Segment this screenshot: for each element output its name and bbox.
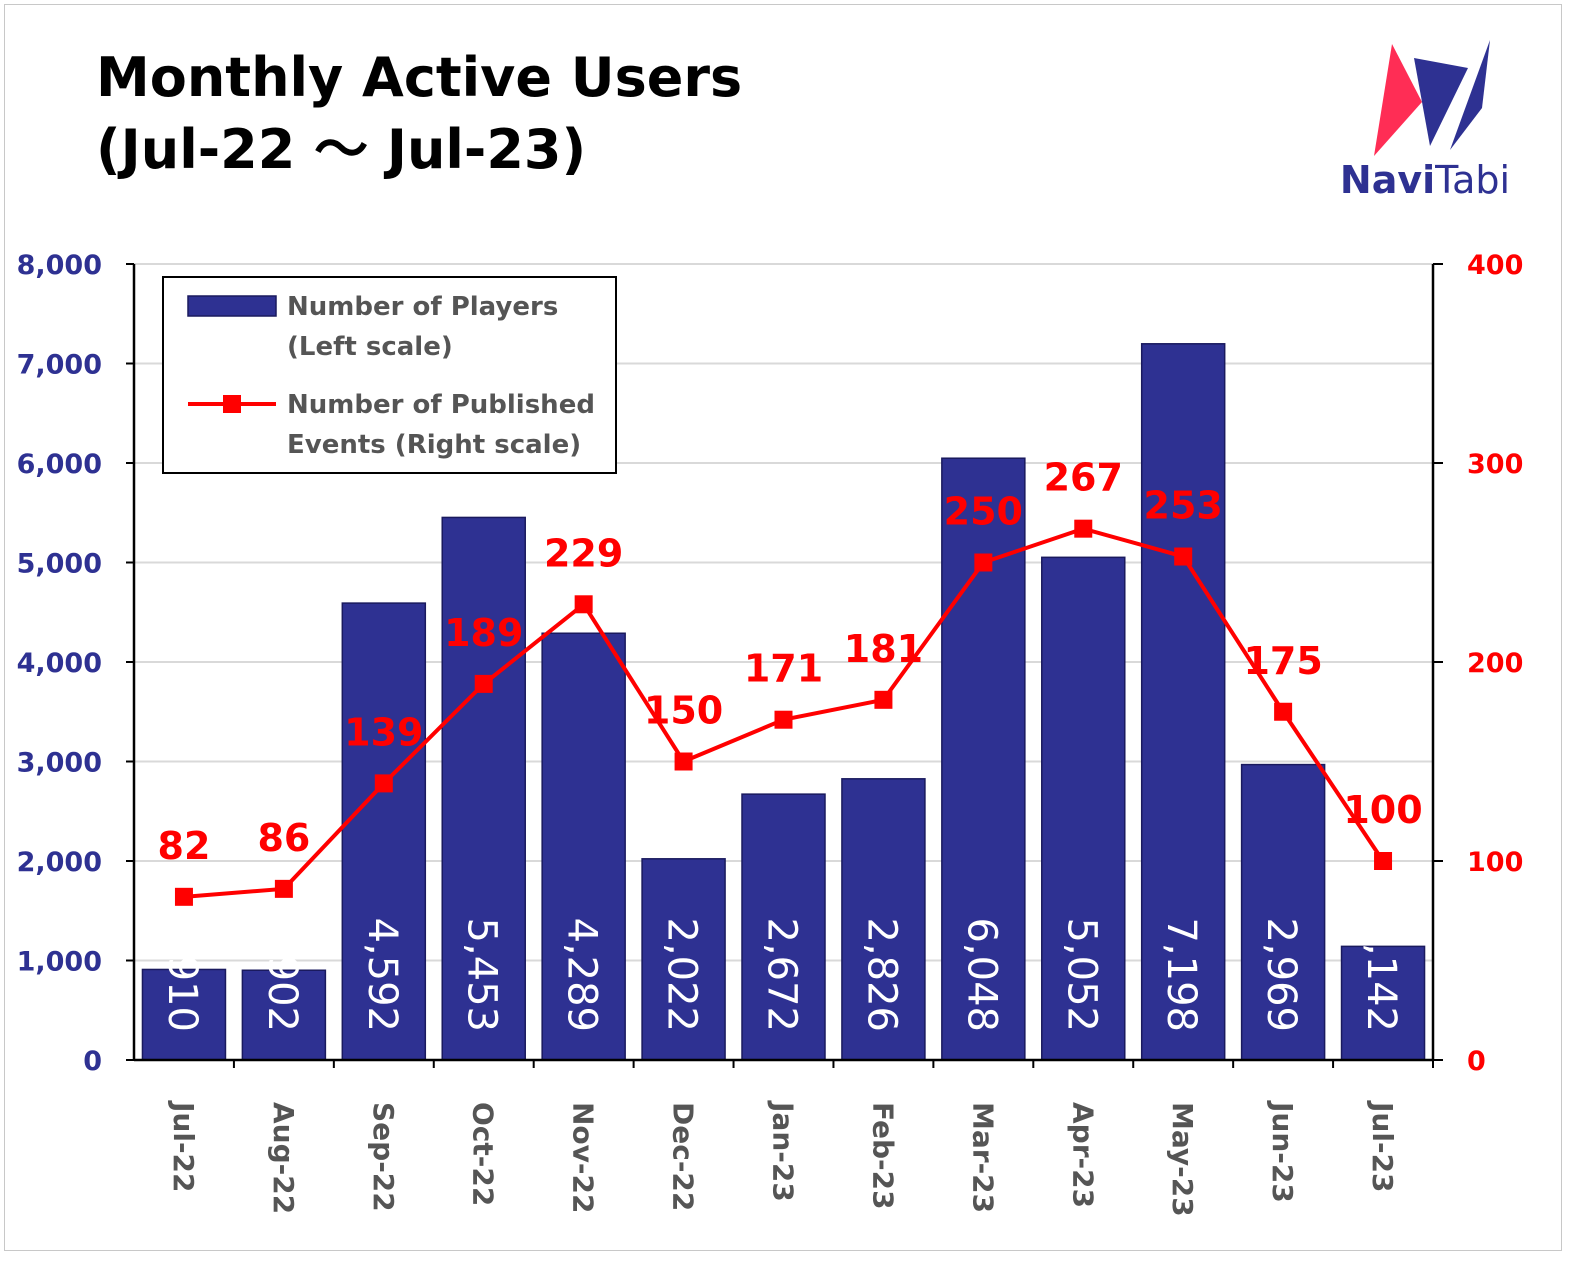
legend-line-label-1: Number of Published (287, 390, 595, 420)
events-value-label: 86 (257, 816, 310, 860)
bar-value-label: 5,052 (1058, 917, 1104, 1032)
x-axis-tick-label: Mar-23 (966, 1102, 999, 1213)
logo-text-navi: Navi (1339, 158, 1436, 202)
bar (341, 602, 427, 1061)
legend: Number of Players (Left scale) Number of… (162, 276, 617, 474)
x-axis-tick-label: Jan-23 (767, 1100, 800, 1202)
chart-title: Monthly Active Users (Jul-22 ～ Jul-23) (96, 42, 742, 186)
events-marker (1174, 547, 1193, 566)
line-labels: 82 86 139 189 229 150 171 181 250 267 253 175 100 (158, 456, 1423, 868)
bar (1340, 945, 1426, 1061)
bar (1041, 556, 1126, 1061)
right-axis-tick-label: 0 (1467, 1046, 1486, 1077)
bar-value-label: 7,198 (1158, 917, 1204, 1032)
bar-value-label: 2,969 (1258, 917, 1304, 1032)
logo-mark-icon (1374, 40, 1490, 156)
bar-value-label: 2,672 (759, 917, 805, 1032)
chart-frame (4, 4, 1562, 1251)
events-value-label: 267 (1044, 456, 1123, 500)
left-axis-tick-label: 5,000 (17, 549, 102, 580)
left-axis-tick-label: 2,000 (17, 847, 102, 878)
x-axis-tick-label: Oct-22 (467, 1102, 500, 1206)
navitabi-logo: NaviTabi (1330, 38, 1520, 208)
events-value-label: 229 (544, 531, 623, 575)
title-line-1: Monthly Active Users (96, 46, 743, 109)
events-marker (1074, 519, 1093, 538)
events-value-label: 181 (844, 627, 923, 671)
bar-value-label: 902 (259, 956, 305, 1032)
legend-bar-label-2: (Left scale) (287, 332, 453, 362)
bar-value-label: 4,289 (559, 917, 605, 1032)
events-marker (774, 710, 793, 729)
legend-bar-swatch (187, 295, 277, 317)
left-axis-tick-label: 4,000 (17, 648, 102, 679)
events-value-label: 253 (1144, 484, 1223, 528)
events-value-label: 150 (644, 689, 723, 733)
bar (641, 858, 726, 1061)
bar-value-label: 4,592 (359, 917, 405, 1032)
events-marker (574, 595, 593, 614)
title-line-2: (Jul-22 ～ Jul-23) (96, 118, 587, 181)
right-axis-tick-label: 400 (1467, 250, 1523, 281)
events-value-label: 139 (344, 710, 423, 754)
x-axis-tick-label: Jun-23 (1266, 1100, 1299, 1203)
axes: 0 1,000 2,000 3,000 4,000 5,000 6,000 7,000 8,00… (17, 250, 1524, 1217)
events-marker (274, 879, 293, 898)
bar-value-label: 2,826 (858, 917, 904, 1032)
line-series (174, 519, 1393, 906)
x-axis-tick-label: Aug-22 (267, 1102, 300, 1214)
events-marker (1274, 702, 1293, 721)
events-marker (874, 690, 893, 709)
left-axis-tick-label: 6,000 (17, 449, 102, 480)
x-axis-tick-label: Dec-22 (667, 1102, 700, 1211)
legend-bar-label-1: Number of Players (287, 292, 558, 322)
bar-labels: 910 902 4,592 5,453 4,289 2,022 2,672 2,826 6,04… (159, 917, 1404, 1032)
events-value-label: 171 (744, 647, 823, 691)
bar (1240, 763, 1326, 1061)
left-axis-tick-label: 0 (83, 1046, 102, 1077)
bar (441, 516, 526, 1061)
bar-value-label: 5,453 (459, 917, 505, 1032)
left-axis-tick-label: 1,000 (17, 947, 102, 978)
events-value-label: 175 (1243, 639, 1322, 683)
x-axis-tick-label: Apr-23 (1066, 1102, 1099, 1208)
bar (541, 632, 626, 1061)
events-marker (1374, 852, 1393, 870)
right-axis-tick-label: 300 (1467, 449, 1523, 480)
logo-wordmark: NaviTabi (1330, 158, 1520, 202)
x-axis-tick-label: Nov-22 (567, 1102, 600, 1214)
x-axis-tick-label: Feb-23 (866, 1102, 899, 1210)
logo-text-tabi: Tabi (1435, 158, 1511, 202)
bar (841, 778, 926, 1061)
bar (741, 793, 826, 1061)
left-axis-tick-label: 7,000 (17, 350, 102, 381)
events-marker (974, 553, 993, 572)
x-axis-tick-label: Jul-23 (1366, 1100, 1399, 1193)
bar (241, 969, 327, 1061)
events-marker (474, 674, 493, 693)
x-axis-tick-label: Jul-22 (167, 1100, 200, 1193)
x-axis-tick-label: Sep-22 (367, 1102, 400, 1212)
events-value-label: 82 (158, 824, 211, 868)
bar-value-label: 6,048 (958, 917, 1004, 1032)
left-axis-tick-label: 3,000 (17, 748, 102, 779)
events-value-label: 250 (944, 490, 1023, 534)
bar (141, 968, 227, 1061)
left-axis-tick-label: 8,000 (17, 250, 102, 281)
right-axis-tick-label: 200 (1467, 648, 1523, 679)
events-marker (174, 887, 193, 906)
events-marker (374, 774, 393, 793)
events-marker (674, 752, 693, 771)
right-axis-tick-label: 100 (1467, 847, 1523, 878)
legend-line-label-2: Events (Right scale) (287, 430, 581, 460)
bar (1140, 343, 1226, 1061)
bar-value-label: 1,142 (1358, 917, 1404, 1032)
events-value-label: 189 (444, 611, 523, 655)
events-value-label: 100 (1343, 788, 1422, 832)
x-axis-tick-label: May-23 (1166, 1102, 1199, 1217)
bar-value-label: 2,022 (659, 917, 705, 1032)
bar-value-label: 910 (159, 956, 205, 1032)
legend-line-marker (223, 395, 241, 413)
